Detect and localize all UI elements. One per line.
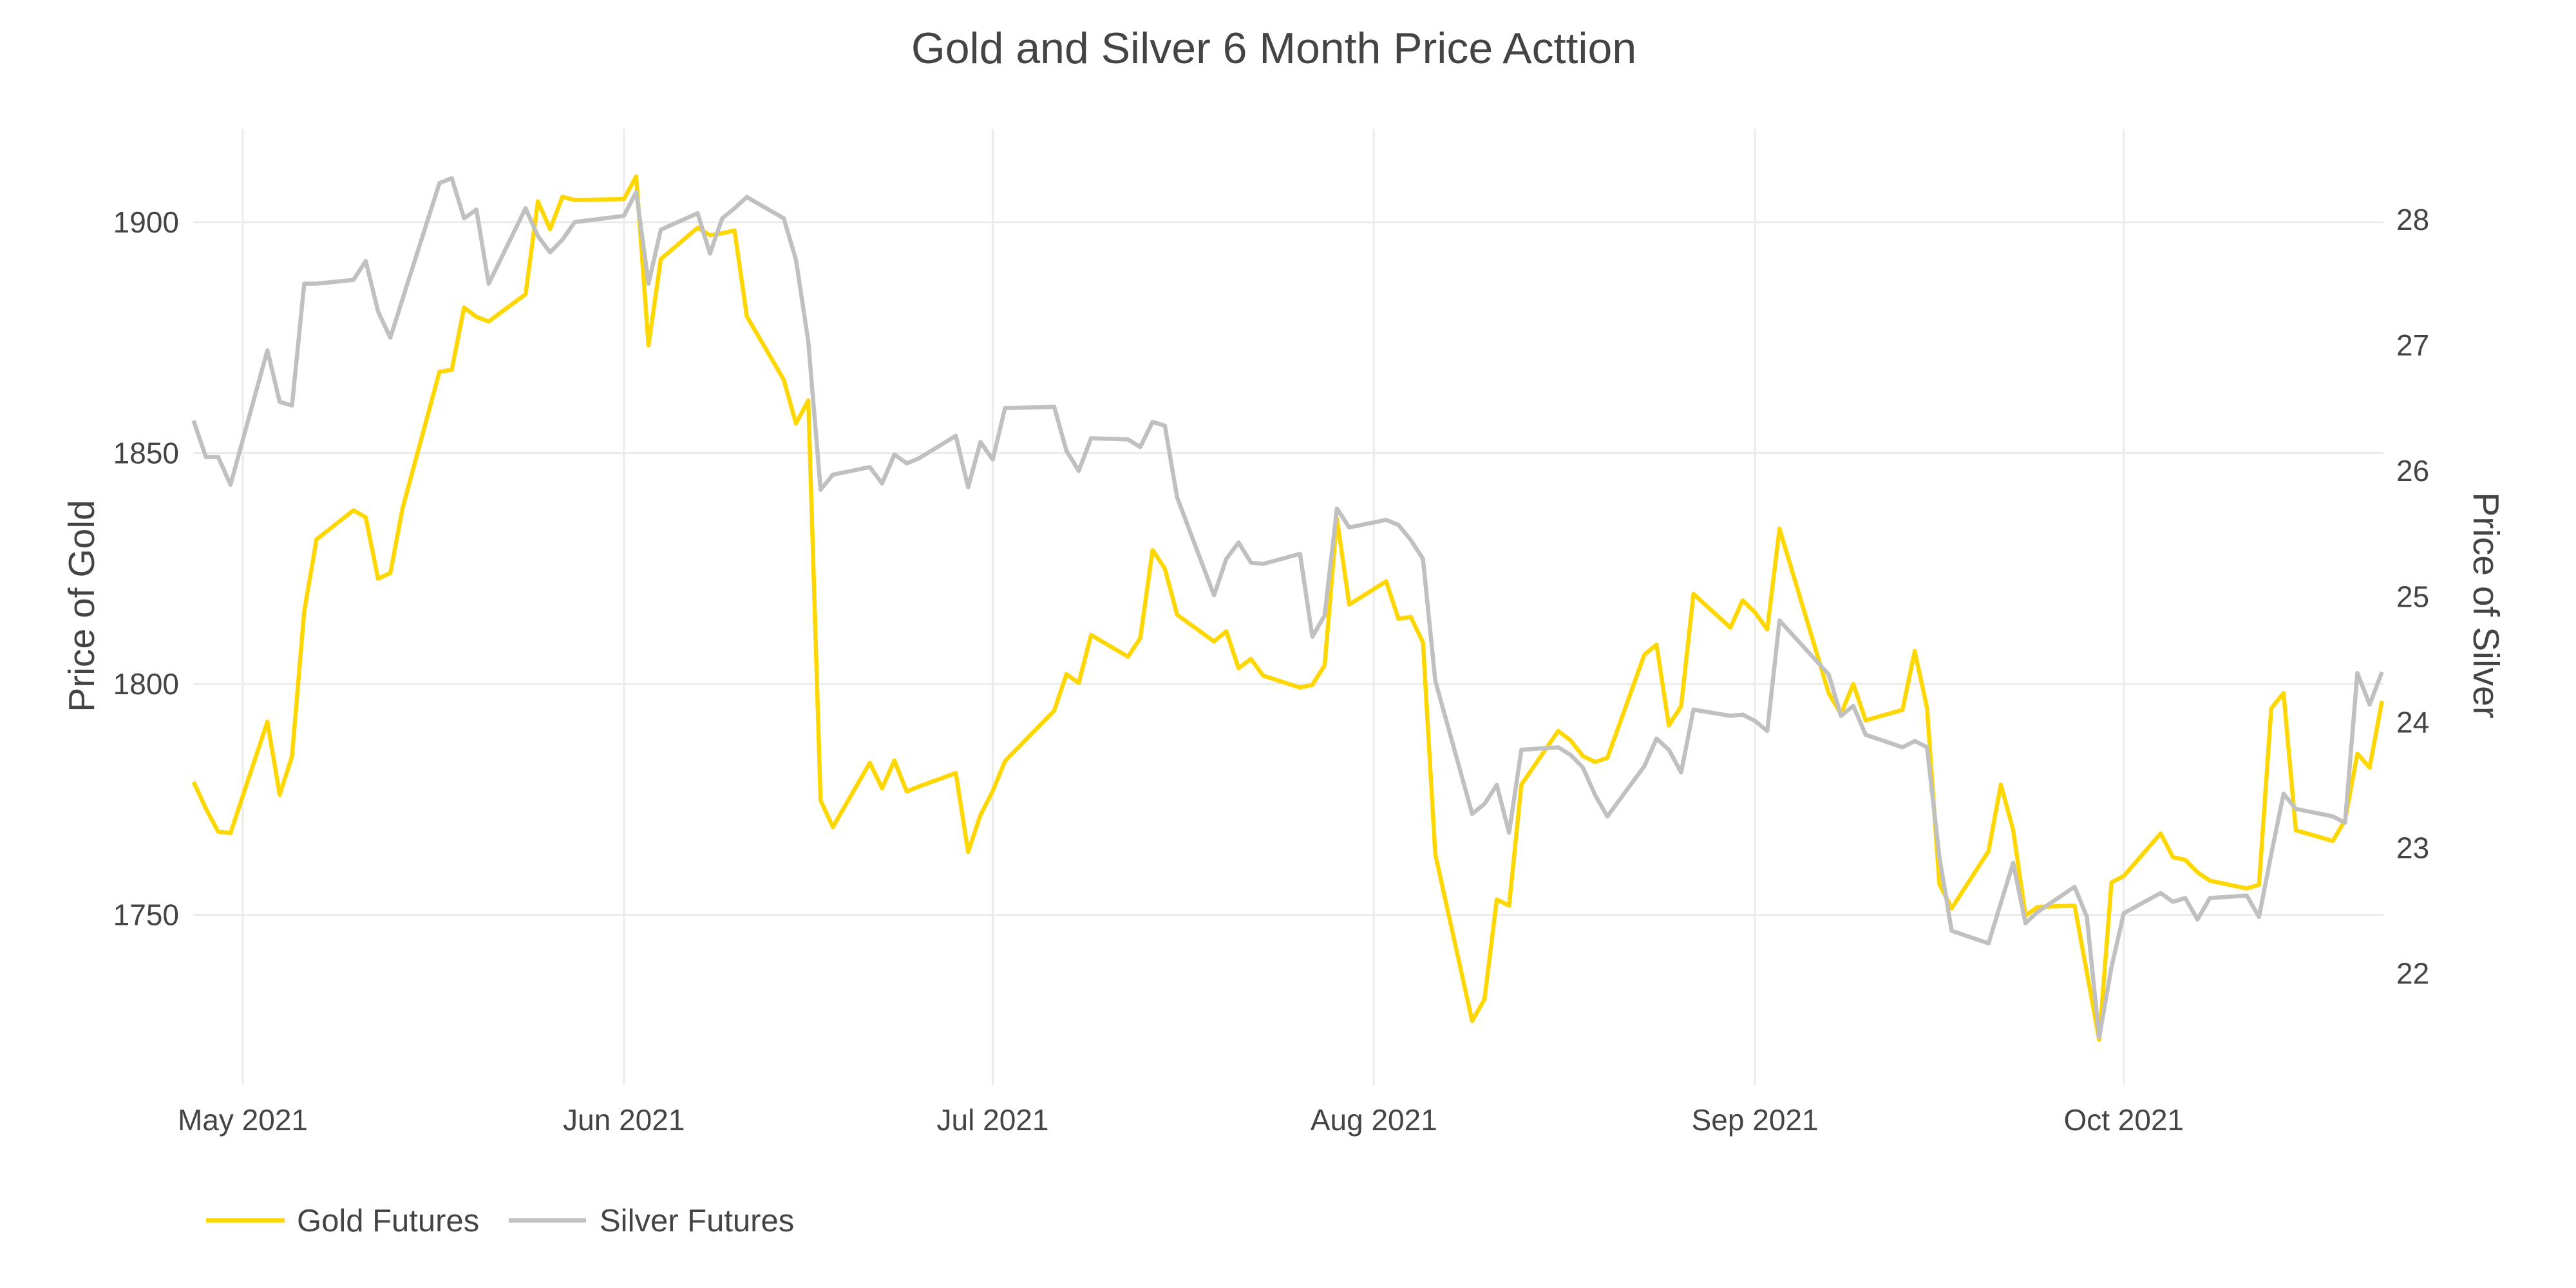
svg-text:May 2021: May 2021 <box>178 1103 308 1137</box>
svg-text:1900: 1900 <box>113 205 179 239</box>
svg-text:28: 28 <box>2396 203 2429 236</box>
svg-text:Jul 2021: Jul 2021 <box>937 1103 1049 1137</box>
svg-text:1750: 1750 <box>113 898 179 932</box>
svg-text:1800: 1800 <box>113 667 179 701</box>
svg-text:Gold and Silver 6 Month Price: Gold and Silver 6 Month Price Acttion <box>911 24 1636 73</box>
svg-text:Aug 2021: Aug 2021 <box>1311 1103 1437 1137</box>
svg-text:22: 22 <box>2396 957 2429 990</box>
svg-text:Price of Silver: Price of Silver <box>2465 492 2506 719</box>
svg-text:24: 24 <box>2396 705 2429 739</box>
svg-text:Sep 2021: Sep 2021 <box>1692 1103 1819 1137</box>
svg-text:Gold Futures: Gold Futures <box>297 1204 479 1238</box>
svg-text:Silver Futures: Silver Futures <box>600 1204 794 1238</box>
svg-text:Jun 2021: Jun 2021 <box>563 1103 685 1137</box>
svg-text:1850: 1850 <box>113 437 179 470</box>
svg-text:26: 26 <box>2396 454 2429 488</box>
svg-text:23: 23 <box>2396 831 2429 865</box>
svg-text:27: 27 <box>2396 328 2429 362</box>
svg-text:Price of Gold: Price of Gold <box>61 500 102 712</box>
svg-text:Oct 2021: Oct 2021 <box>2063 1103 2184 1137</box>
svg-text:25: 25 <box>2396 580 2429 613</box>
